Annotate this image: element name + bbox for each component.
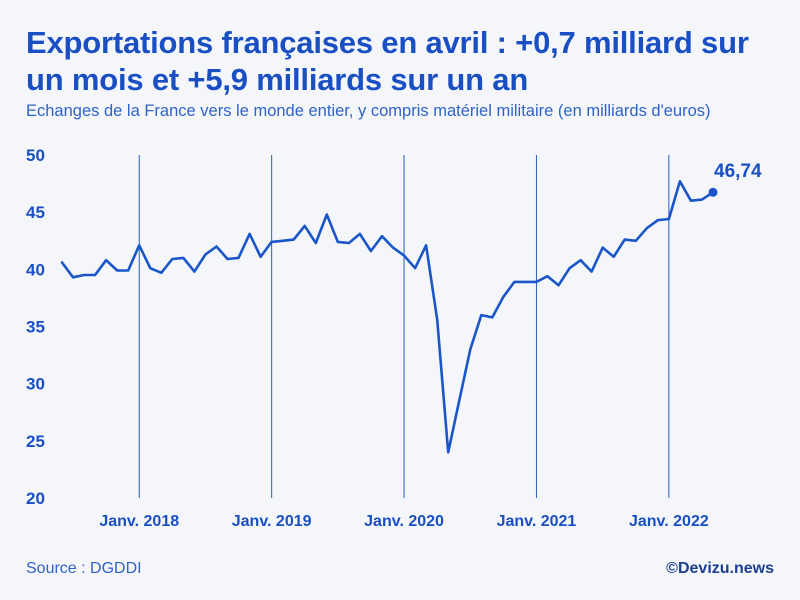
y-tick-label: 25 — [26, 432, 45, 451]
y-tick-label: 50 — [26, 146, 45, 165]
x-tick-label: Janv. 2019 — [232, 513, 312, 530]
x-tick-label: Janv. 2022 — [629, 513, 709, 530]
chart-title: Exportations françaises en avril : +0,7 … — [26, 25, 749, 97]
chart-subtitle: Echanges de la France vers le monde enti… — [26, 102, 711, 120]
y-tick-label: 20 — [26, 489, 45, 508]
series-group — [60, 180, 718, 454]
last-data-point — [708, 187, 718, 197]
y-tick-label: 35 — [26, 318, 45, 337]
gridlines — [138, 155, 670, 498]
last-value-label: 46,74 — [714, 161, 762, 182]
x-tick-label: Janv. 2021 — [497, 513, 577, 530]
data-labels: 46,74 — [714, 161, 762, 182]
y-tick-label: 45 — [26, 203, 45, 222]
source-note: Source : DGDDI — [26, 560, 142, 577]
brand-credit: ©Devizu.news — [666, 560, 774, 577]
y-tick-label: 30 — [26, 375, 45, 394]
series-line-exportations — [60, 180, 715, 454]
y-axis-ticks: 20 25 30 35 40 45 50 — [26, 146, 45, 508]
x-tick-label: Janv. 2020 — [364, 513, 444, 530]
y-tick-label: 40 — [26, 260, 45, 279]
x-tick-label: Janv. 2018 — [99, 513, 179, 530]
x-axis-ticks: Janv. 2018 Janv. 2019 Janv. 2020 Janv. 2021… — [99, 513, 708, 530]
